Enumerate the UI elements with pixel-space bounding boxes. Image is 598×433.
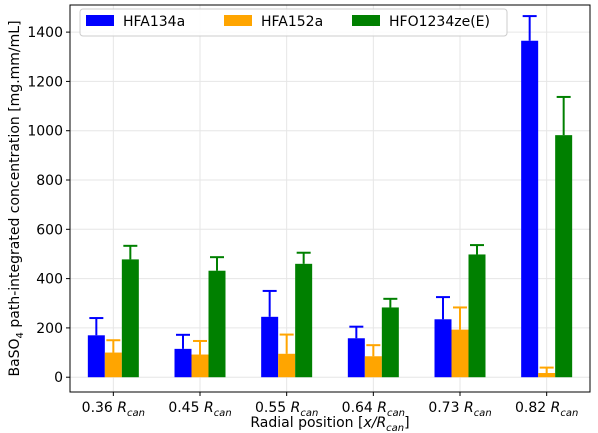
x-axis-label: Radial position [x/Rcan] [250,415,409,433]
y-tick-label: 800 [36,173,63,189]
legend-label: HFO1234ze(E) [389,14,490,30]
x-tick-label: 0.82 Rcan [515,400,578,419]
bar [451,329,469,378]
x-tick-label: 0.36 Rcan [82,400,145,419]
y-axis-ticks: 0 200 400 600 800 1000 1200 1400 [27,25,70,386]
x-axis-ticks: 0.36 Rcan 0.45 Rcan 0.55 Rcan 0.64 Rcan 0.73… [82,392,578,419]
legend: HFA134a HFA152a HFO1234ze(E) [79,8,508,37]
bar [191,354,209,378]
legend-swatch [86,15,114,26]
x-tick-label: 0.55 Rcan [255,400,318,419]
bar [278,353,296,378]
bar [468,254,486,378]
bar [364,356,382,378]
grid [70,5,590,392]
bar [261,316,279,378]
y-axis-label: BaSO4 path-integrated concentration [mg.… [7,20,26,376]
y-tick-label: 600 [36,222,63,238]
plot-frame [69,4,591,393]
y-tick-label: 400 [36,272,63,288]
bar [434,319,452,378]
y-tick-label: 1000 [27,124,63,140]
bar [555,135,573,378]
legend-label: HFA152a [261,14,323,30]
x-tick-label: 0.73 Rcan [428,400,491,419]
y-tick-label: 1200 [27,74,63,90]
bar [295,263,313,378]
x-tick-label: 0.45 Rcan [168,400,231,419]
bar [347,338,365,378]
bar [381,307,399,378]
bar [521,40,539,378]
legend-box [79,8,508,37]
bar [87,335,105,378]
bar [121,259,139,378]
bar [538,373,556,378]
error-bars [89,15,571,374]
legend-swatch [224,15,252,26]
legend-swatch [352,15,380,26]
bar [174,348,192,378]
x-tick-label: 0.64 Rcan [342,400,405,419]
bar [208,270,226,378]
bars [87,40,573,378]
y-tick-label: 200 [36,321,63,337]
legend-label: HFA134a [123,14,185,30]
y-tick-label: 1400 [27,25,63,41]
y-tick-label: 0 [54,370,63,386]
bar [104,352,122,378]
